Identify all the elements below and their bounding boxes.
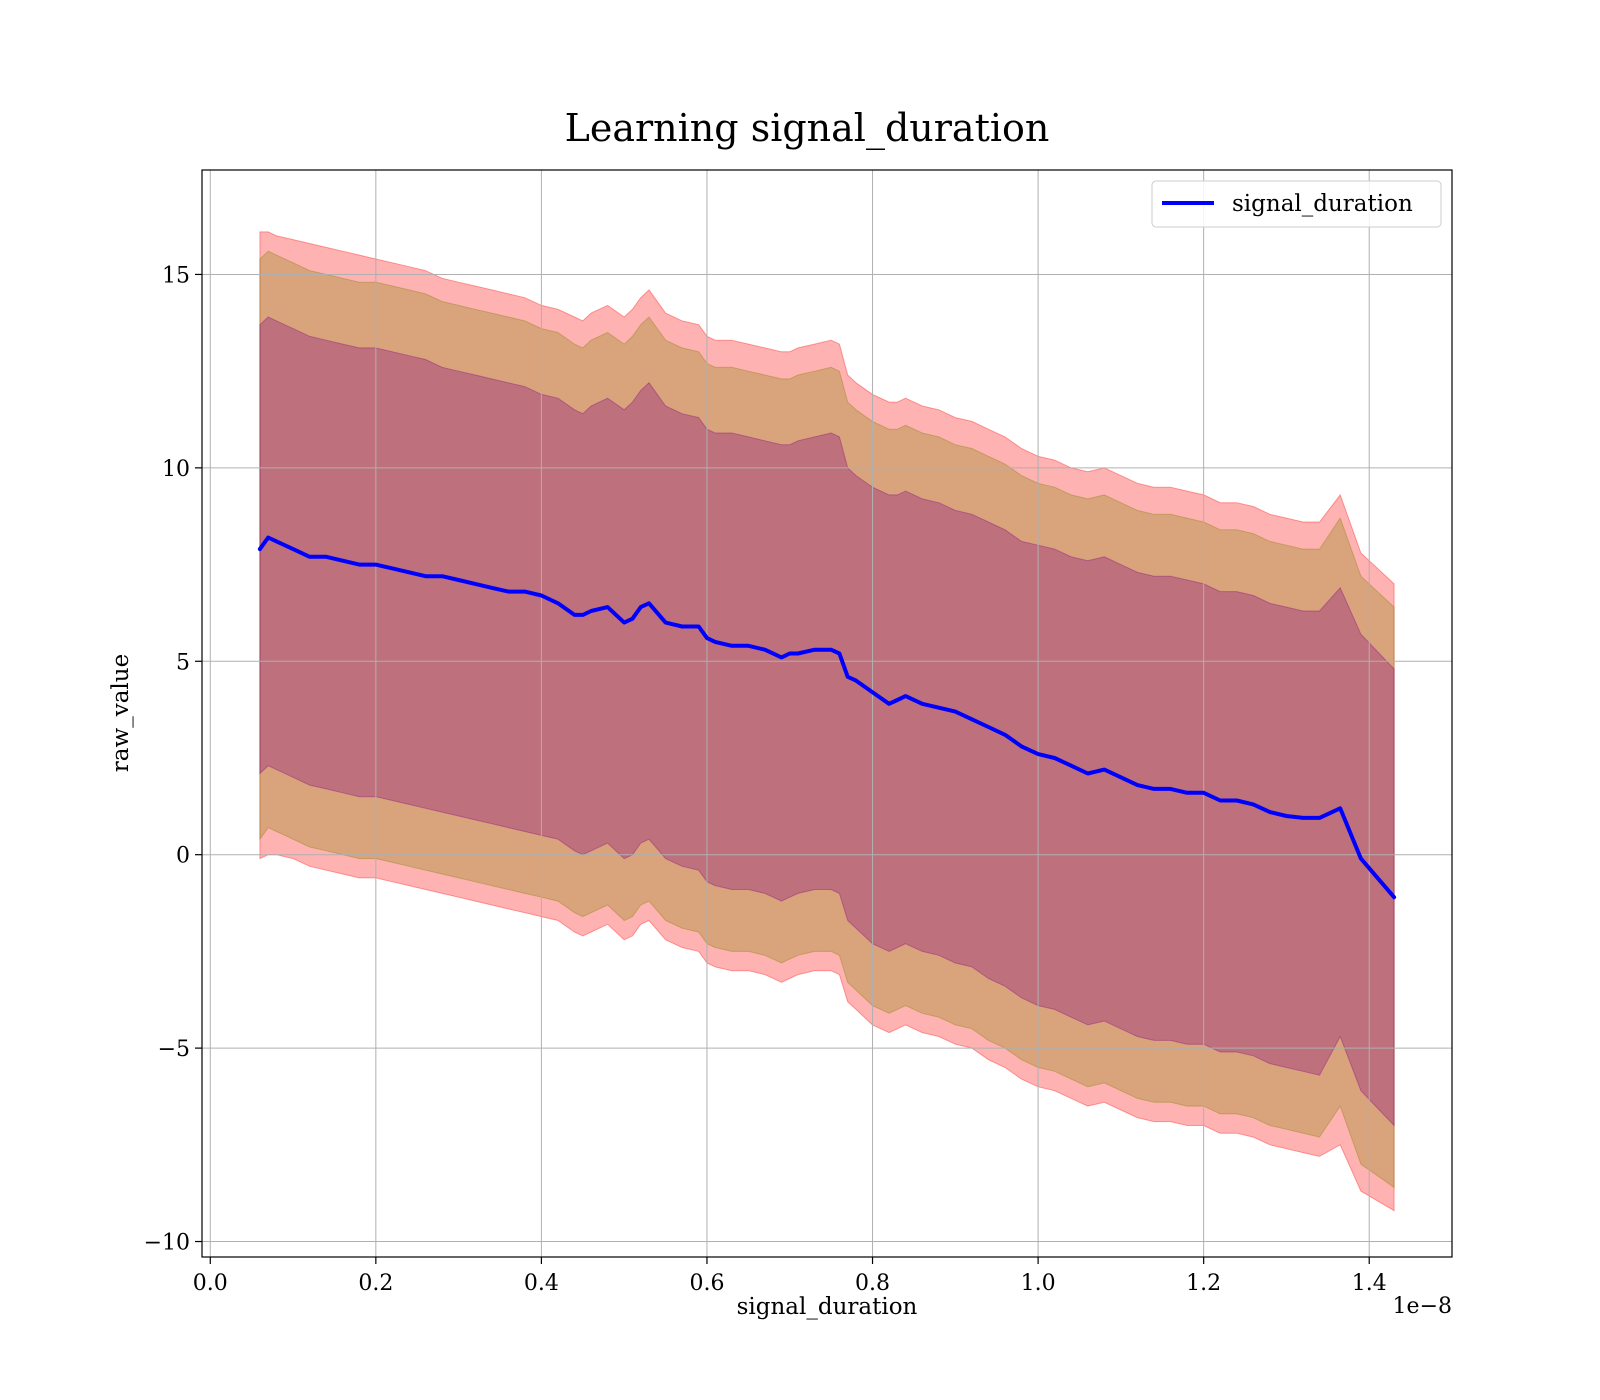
legend-box [1151, 180, 1442, 228]
y-tick-label: 0 [176, 844, 190, 869]
x-tick-label: 0.0 [193, 1271, 228, 1296]
legend-label-signal-duration: signal_duration [1232, 191, 1413, 217]
x-tick-label: 0.6 [689, 1271, 724, 1296]
plot-background [202, 170, 1452, 1257]
x-tick-label: 0.4 [524, 1271, 559, 1296]
plot-area [201, 169, 1453, 1258]
chart-title: Learning signal_duration [565, 106, 1050, 151]
band-middle [259, 250, 1395, 1189]
legend: signal_duration [1151, 180, 1442, 228]
x-axis-offset-text: 1e−8 [1393, 1294, 1452, 1319]
plot-frame [201, 169, 1453, 1258]
x-tick-label: 0.2 [358, 1271, 393, 1296]
x-tick-label: 1.4 [1352, 1271, 1387, 1296]
y-tick-label: −5 [158, 1037, 190, 1062]
x-tick-label: 1.2 [1186, 1271, 1221, 1296]
confidence-bands [259, 231, 1395, 1212]
y-tick-label: 5 [176, 650, 190, 675]
x-tick-label: 1.0 [1021, 1271, 1056, 1296]
x-tick-label: 0.8 [855, 1271, 890, 1296]
x-axis-label: signal_duration [737, 1294, 918, 1320]
y-axis-label: raw_value [108, 654, 134, 772]
series-line-signal-duration [257, 535, 1397, 900]
y-axis: −10 −5 0 5 10 15 [144, 263, 202, 1256]
y-tick-label: −10 [144, 1231, 190, 1256]
y-tick-label: 10 [162, 457, 190, 482]
y-tick-label: 15 [162, 263, 190, 288]
band-outer [259, 231, 1395, 1212]
x-axis: 0.0 0.2 0.4 0.6 0.8 1.0 1.2 1.4 [193, 1257, 1387, 1296]
grid [202, 170, 1452, 1257]
series-lines [257, 535, 1397, 900]
band-inner [259, 316, 1395, 1127]
